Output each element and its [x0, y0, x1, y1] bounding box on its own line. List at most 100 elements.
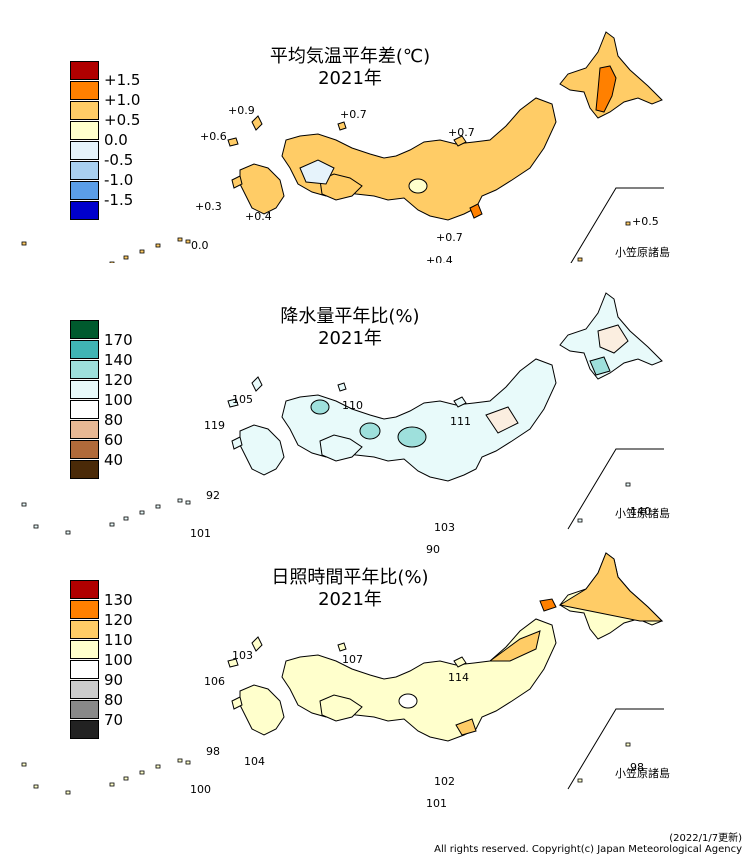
- sunshine-panel: 日照時間平年比(%) 2021年 130 120 110 100 90 80 7…: [0, 545, 750, 808]
- legend-swatch: [70, 460, 99, 479]
- legend-label: 170: [104, 331, 133, 349]
- small-island: [155, 764, 161, 769]
- small-island: [123, 255, 129, 260]
- island-shape: [231, 175, 243, 189]
- legend-swatch: [70, 620, 99, 639]
- legend-label: +0.5: [104, 111, 141, 129]
- small-island: [625, 482, 631, 487]
- legend-swatch: [70, 81, 99, 100]
- legend-label: 140: [104, 351, 133, 369]
- legend-swatch: [70, 101, 99, 120]
- island-shape: [453, 396, 467, 408]
- island-shape: [231, 696, 243, 710]
- copyright: All rights reserved. Copyright(c) Japan …: [434, 844, 742, 855]
- legend-label: 0.0: [104, 131, 128, 149]
- legend-swatch: [70, 440, 99, 459]
- island-shape: [227, 137, 239, 147]
- small-island: [155, 504, 161, 509]
- kyushu-shape: [239, 684, 285, 736]
- island-value: 74: [34, 551, 48, 553]
- island-value: 92: [206, 489, 220, 502]
- island-value: 106: [204, 675, 225, 688]
- inset-frame: [567, 448, 664, 530]
- legend-swatch: [70, 400, 99, 419]
- small-island: [109, 782, 115, 787]
- panel-title: 降水量平年比(%) 2021年: [280, 306, 420, 349]
- small-island: [625, 742, 631, 747]
- small-island: [577, 778, 583, 783]
- legend-label: -0.5: [104, 151, 134, 169]
- legend-swatch: [70, 360, 99, 379]
- ogasawara-label: 小笠原諸島: [615, 766, 670, 780]
- legend-label: 80: [104, 691, 124, 709]
- small-island: [33, 784, 39, 789]
- small-island: [185, 760, 191, 765]
- legend-label: +1.5: [104, 71, 141, 89]
- anomaly-region: [397, 426, 427, 448]
- japan-map: 小笠原諸島10310710611498104102101114111108100…: [21, 552, 670, 808]
- island-value: 98: [206, 745, 220, 758]
- panel-title: 日照時間平年比(%) 2021年: [271, 567, 429, 610]
- small-island: [577, 518, 583, 523]
- precipitation-panel: 降水量平年比(%) 2021年 170 140 120 100 80 60 40…: [0, 290, 750, 553]
- kyushu-shape: [239, 424, 285, 476]
- legend-swatch: [70, 340, 99, 359]
- island-shape: [337, 121, 347, 131]
- island-value: 114: [448, 671, 469, 684]
- island-value: +0.7: [340, 108, 367, 121]
- anomaly-region: [310, 399, 330, 415]
- small-island: [123, 776, 129, 781]
- island-value: 110: [342, 399, 363, 412]
- legend-label: 110: [104, 631, 133, 649]
- anomaly-region: [485, 406, 519, 434]
- small-island: [625, 221, 631, 226]
- small-island: [33, 524, 39, 529]
- island-shape: [231, 436, 243, 450]
- island-value: +0.4: [245, 210, 272, 223]
- legend-swatch: [70, 141, 99, 160]
- island-value: +0.5: [26, 262, 53, 263]
- anomaly-region: [488, 630, 541, 662]
- island-shape: [227, 658, 239, 668]
- legend-swatch: [70, 201, 99, 220]
- small-island: [139, 249, 145, 254]
- anomaly-region: [539, 598, 557, 612]
- island-shape: [337, 642, 347, 652]
- temperature-panel: 平均気温平年差(℃) 2021年 +1.5 +1.0 +0.5 0.0 -0.5…: [0, 0, 750, 263]
- anomaly-region: [408, 178, 428, 194]
- shikoku-shape: [319, 173, 363, 201]
- legend-swatch: [70, 61, 99, 80]
- legend-swatch: [70, 680, 99, 699]
- map-shapes: 小笠原諸島: [21, 292, 670, 535]
- legend-swatch: [70, 580, 99, 599]
- island-value: 105: [232, 393, 253, 406]
- legend-label: 80: [104, 411, 124, 429]
- island-shape: [251, 115, 263, 131]
- update-date: (2022/1/7更新): [669, 833, 742, 844]
- anomaly-region: [359, 422, 381, 440]
- legend-label: +1.0: [104, 91, 141, 109]
- legend-label: 60: [104, 431, 124, 449]
- legend-swatch: [70, 121, 99, 140]
- island-shape: [251, 636, 263, 652]
- anomaly-region: [589, 356, 611, 376]
- legend-swatch: [70, 420, 99, 439]
- island-shape: [453, 135, 467, 147]
- island-value: +0.4: [426, 254, 453, 263]
- ogasawara-label: 小笠原諸島: [615, 506, 670, 520]
- island-value: 0.0: [191, 239, 209, 252]
- inset-frame: [567, 708, 664, 790]
- island-shape: [337, 382, 347, 392]
- kyushu-shape: [239, 163, 285, 215]
- legend-swatch: [70, 660, 99, 679]
- japan-map: 小笠原諸島 +0.9 +0.7 +0.6 +0.7 +0.3 +0.4 +0.7 +0.4 +0.…: [21, 31, 670, 263]
- legend-swatch: [70, 181, 99, 200]
- legend-label: 90: [104, 671, 124, 689]
- anomaly-region: [595, 65, 617, 113]
- legend-label: -1.5: [104, 191, 134, 209]
- island-shape: [453, 656, 467, 668]
- small-island: [21, 502, 27, 507]
- island-value: +0.5: [632, 215, 659, 228]
- anomaly-region: [558, 552, 664, 622]
- honshu-shape: [281, 97, 557, 221]
